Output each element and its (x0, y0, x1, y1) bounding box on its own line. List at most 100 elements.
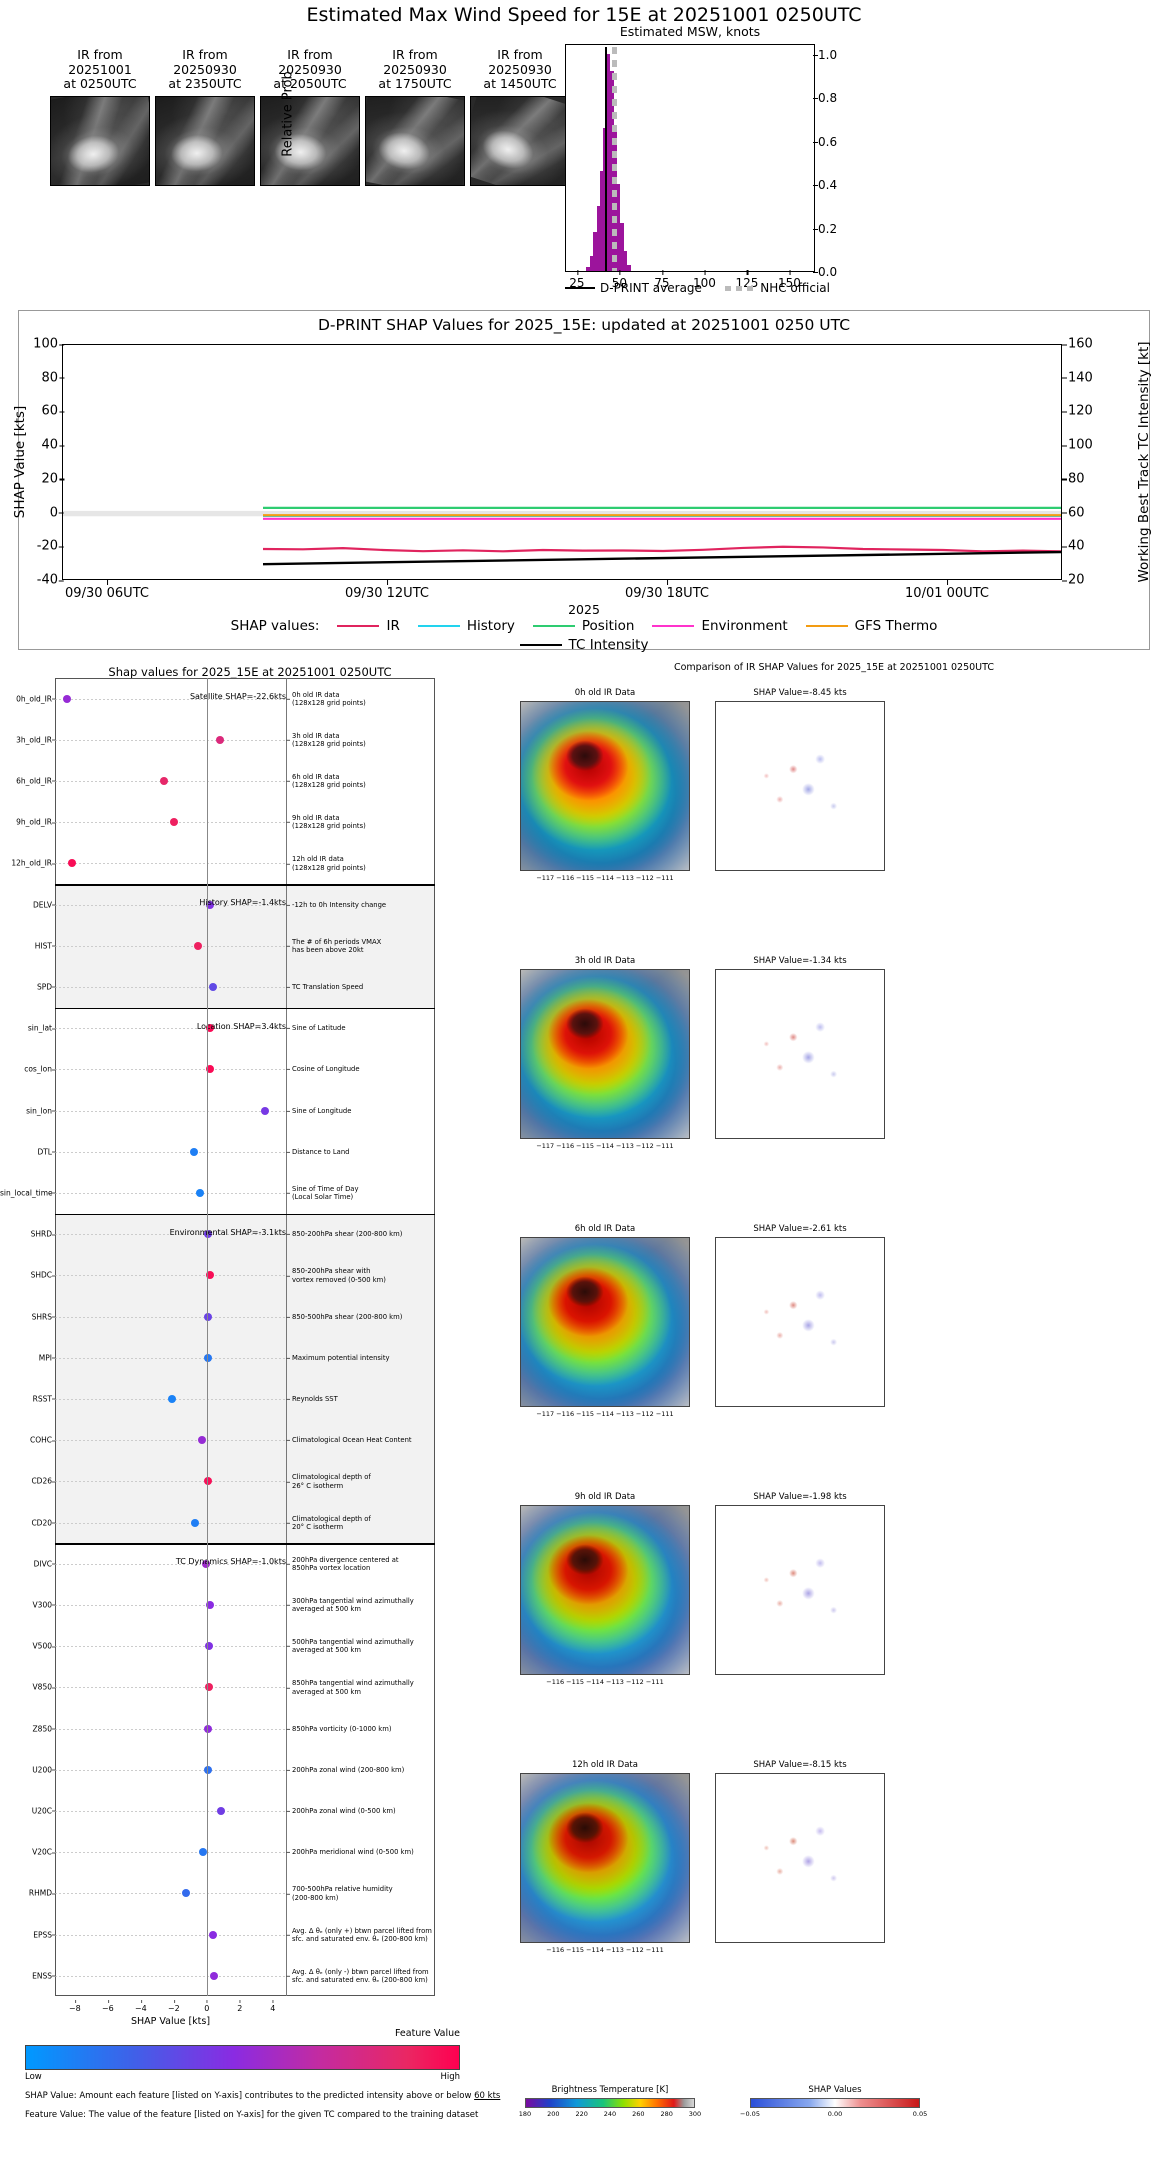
shap-value-dot[interactable] (206, 1024, 215, 1033)
shap-value-dot[interactable] (159, 776, 168, 785)
shap-value-dot[interactable] (193, 941, 202, 950)
histogram-bar (593, 231, 597, 271)
shap-value-dot[interactable] (201, 1559, 210, 1568)
shap-feature-description: Distance to Land (285, 1147, 350, 1156)
shap-feature-row[interactable]: V20C 200hPa meridional wind (0-500 km) (0, 1832, 500, 1873)
shap-feature-row[interactable]: V300 300hPa tangential wind azimuthally a… (0, 1584, 500, 1625)
shap-feature-description: 850-200hPa shear (200-800 km) (285, 1230, 403, 1239)
shap-value-dot[interactable] (204, 1477, 213, 1486)
shap-feature-row[interactable]: sin_local_time Sine of Time of Day (Local… (0, 1172, 500, 1213)
shap-value-dot[interactable] (209, 1930, 218, 1939)
legend-swatch-icon (725, 285, 756, 291)
shap-feature-row[interactable]: U20C 200hPa zonal wind (0-500 km) (0, 1790, 500, 1831)
shap-feature-description: 200hPa zonal wind (200-800 km) (285, 1765, 405, 1774)
shap-ts-y-tick-right: 60 (1062, 505, 1085, 521)
shap-feature-row[interactable]: MPI Maximum potential intensity (0, 1337, 500, 1378)
shap-feature-description: 6h old IR data (128x128 grid points) (286, 772, 366, 789)
shap-value-dot[interactable] (206, 900, 215, 909)
shap-feature-row[interactable]: SPD TC Translation Speed (0, 966, 500, 1007)
dprint-average-line (605, 47, 607, 271)
shap-feature-row[interactable]: 12h_old_IR 12h old IR data (128x128 grid … (0, 843, 500, 884)
shap-feature-description: 850hPa tangential wind azimuthally avera… (286, 1679, 414, 1696)
shap-feature-label: U20C (0, 1806, 56, 1815)
shap-feature-row[interactable]: SHDC 850-200hPa shear with vortex removed… (0, 1255, 500, 1296)
shap-value-dot[interactable] (261, 1106, 270, 1115)
shap-feature-row[interactable]: DELV -12h to 0h Intensity change (0, 884, 500, 925)
shap-value-dot[interactable] (204, 1683, 213, 1692)
ir-image-x-ticks: −116 −115 −114 −113 −112 −111 (546, 1678, 664, 1686)
shap-feature-label: 3h_old_IR (0, 735, 56, 744)
histogram-x-tick: 75 (654, 270, 670, 290)
ir-satellite-image (155, 95, 255, 186)
shap-feature-row[interactable]: CD20 Climatological depth of 20° C isothe… (0, 1502, 500, 1543)
shap-value-dot[interactable] (204, 1724, 213, 1733)
shap-feature-row[interactable]: DIVC 200hPa divergence centered at 850hPa… (0, 1543, 500, 1584)
ir-data-image-caption: 9h old IR Data (574, 1492, 636, 1502)
shap-values-tick: 0.00 (827, 2110, 843, 2118)
shap-feature-label: SHRD (0, 1230, 56, 1239)
shap-group-total-label: Location SHAP=3.4kts (196, 1021, 286, 1031)
shap-feature-row[interactable]: SHRD 850-200hPa shear (200-800 km) (0, 1214, 500, 1255)
shap-feature-row[interactable]: sin_lon Sine of Longitude (0, 1090, 500, 1131)
shap-value-dot[interactable] (216, 1806, 225, 1815)
shap-legend-item-environment: Environment (652, 618, 788, 634)
shap-value-dot[interactable] (197, 1436, 206, 1445)
shap-feature-row[interactable]: CD26 Climatological depth of 26° C isothe… (0, 1461, 500, 1502)
shap-value-dot[interactable] (63, 694, 72, 703)
shap-ts-y-tick-right: 40 (1062, 538, 1085, 554)
histogram-bar (600, 171, 604, 271)
shap-value-dot[interactable] (205, 1271, 214, 1280)
shap-value-dot[interactable] (206, 1065, 215, 1074)
shap-value-dot[interactable] (191, 1518, 200, 1527)
shap-value-dot[interactable] (190, 1147, 199, 1156)
shap-value-dot[interactable] (195, 1188, 204, 1197)
shap-feature-row[interactable]: EPSS Avg. Δ θₑ (only +) btwn parcel lifte… (0, 1914, 500, 1955)
shap-feature-row[interactable]: Z850 850hPa vorticity (0-1000 km) (0, 1708, 500, 1749)
shap-feature-row[interactable]: 6h_old_IR 6h old IR data (128x128 grid po… (0, 760, 500, 801)
shap-value-dot[interactable] (205, 1642, 214, 1651)
brightness-temp-tick: 200 (547, 2110, 560, 2118)
shap-feature-row[interactable]: 3h_old_IR 3h old IR data (128x128 grid po… (0, 719, 500, 760)
shap-feature-row[interactable]: cos_lon Cosine of Longitude (0, 1049, 500, 1090)
shap-value-dot[interactable] (68, 859, 77, 868)
shap-feature-row[interactable]: ENSS Avg. Δ θₑ (only -) btwn parcel lifte… (0, 1955, 500, 1996)
shap-feature-row[interactable]: sin_lat Sine of Latitude (0, 1008, 500, 1049)
shap-value-dot[interactable] (205, 1600, 214, 1609)
shap-value-dot[interactable] (170, 818, 179, 827)
shap-value-dot[interactable] (204, 1353, 213, 1362)
shap-timeseries-legend-row1: SHAP values: IR History Position Environment… (0, 618, 1168, 634)
shap-value-dot[interactable] (168, 1394, 177, 1403)
shap-value-dot[interactable] (209, 1971, 218, 1980)
shap-feature-description: 500hPa tangential wind azimuthally avera… (286, 1637, 414, 1655)
shap-feature-row[interactable]: RSST Reynolds SST (0, 1378, 500, 1419)
ir-thumbnail-4: IR from 20250930 at 1450UTC (470, 47, 570, 186)
shap-feature-row[interactable]: COHC Climatological Ocean Heat Content (0, 1420, 500, 1461)
shap-feature-description: Climatological depth of 26° C isotherm (286, 1473, 371, 1490)
brightness-temperature-colorbar-title: Brightness Temperature [K] (551, 2085, 669, 2095)
shap-value-dot[interactable] (198, 1848, 207, 1857)
shap-feature-description: 9h old IR data (128x128 grid points) (286, 813, 366, 831)
shap-value-dot[interactable] (216, 735, 224, 744)
shap-feature-row[interactable]: 0h_old_IR 0h old IR data (128x128 grid po… (0, 678, 500, 719)
shap-feature-row[interactable]: 9h_old_IR 9h old IR data (128x128 grid po… (0, 802, 500, 843)
shap-value-dot[interactable] (182, 1889, 191, 1898)
ir-thumbnail-caption: IR from 20250930 at 1450UTC (483, 47, 557, 91)
shap-feature-row[interactable]: SHRS 850-500hPa shear (200-800 km) (0, 1296, 500, 1337)
shap-row-gridline (55, 1316, 286, 1318)
histogram-bar (586, 266, 590, 271)
shap-feature-row[interactable]: V500 500hPa tangential wind azimuthally a… (0, 1626, 500, 1667)
shap-value-dot[interactable] (204, 1230, 213, 1239)
shap-feature-label: cos_lon (0, 1065, 56, 1074)
shap-feature-row[interactable]: RHMD 700-500hPa relative humidity (200-80… (0, 1873, 500, 1914)
shap-feature-row[interactable]: V850 850hPa tangential wind azimuthally a… (0, 1667, 500, 1708)
shap-value-dot[interactable] (208, 982, 217, 991)
legend-line-icon (417, 624, 460, 628)
shap-feature-label: sin_lon (0, 1106, 56, 1115)
histogram-bar (596, 205, 600, 271)
shap-feature-row[interactable]: DTL Distance to Land (0, 1131, 500, 1172)
shap-x-tick: −2 (167, 2000, 180, 2014)
shap-feature-row[interactable]: HIST The # of 6h periods VMAX has been ab… (0, 925, 500, 966)
shap-feature-row[interactable]: U200 200hPa zonal wind (200-800 km) (0, 1749, 500, 1790)
shap-row-gridline (55, 698, 286, 700)
shap-row-gridline (55, 1852, 286, 1854)
